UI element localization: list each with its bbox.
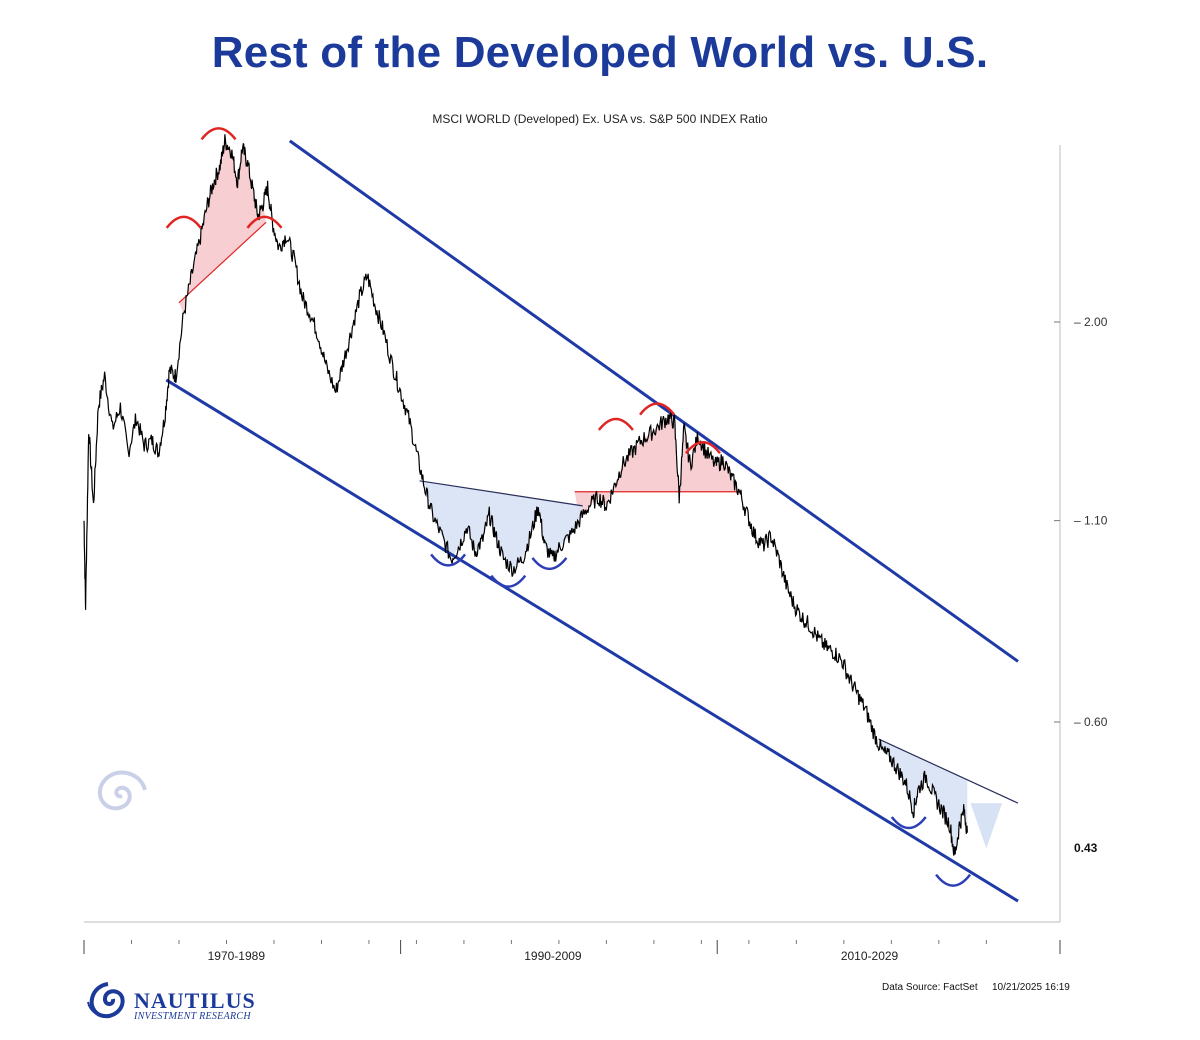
data-source-label: Data Source: FactSet [882,982,978,993]
y-tick-label: – 0.60 [1074,715,1108,729]
trough-arc [490,574,527,588]
channel-lower-line [165,378,1019,903]
chart-subtitle: MSCI WORLD (Developed) Ex. USA vs. S&P 5… [432,112,768,126]
x-tick-label: 1970-1989 [208,949,266,963]
trough-arc [531,557,568,571]
nautilus-watermark [84,760,150,820]
x-tick-label: 2010-2029 [841,949,899,963]
trough-arc [430,553,467,567]
peak-arc [684,441,721,455]
nautilus-logo: NAUTILUS INVESTMENT RESEARCH [84,980,256,1024]
peak-arc [597,417,634,431]
trough-arc [890,816,927,830]
ratio-series-line [83,134,968,856]
channel-upper-line [288,139,1019,663]
projection-triangle [970,803,1003,849]
bottom-pattern-fill [419,480,583,570]
bottom-neckline [878,738,1019,804]
peak-arc [639,402,676,416]
peak-arc [200,127,237,141]
x-tick-label: 1990-2009 [524,949,582,963]
y-tick-label: – 2.00 [1074,315,1108,329]
bottom-neckline [419,480,583,507]
peak-arc [246,215,283,229]
logo-name: NAUTILUS [134,988,256,1013]
trough-arc [935,873,972,887]
logo-tagline: INVESTMENT RESEARCH [134,1011,251,1022]
bottom-pattern-fill [878,739,968,857]
nautilus-watermark-shell-icon [98,770,147,811]
y-tick-label: – 1.10 [1074,514,1108,528]
last-value-label: 0.43 [1074,841,1098,855]
timestamp-label: 10/21/2025 16:19 [992,982,1070,993]
chart-title: Rest of the Developed World vs. U.S. [211,28,989,77]
top-pattern-fill [178,140,267,314]
top-neckline [178,221,267,304]
peak-arc [165,215,202,229]
nautilus-shell-icon [87,982,125,1019]
